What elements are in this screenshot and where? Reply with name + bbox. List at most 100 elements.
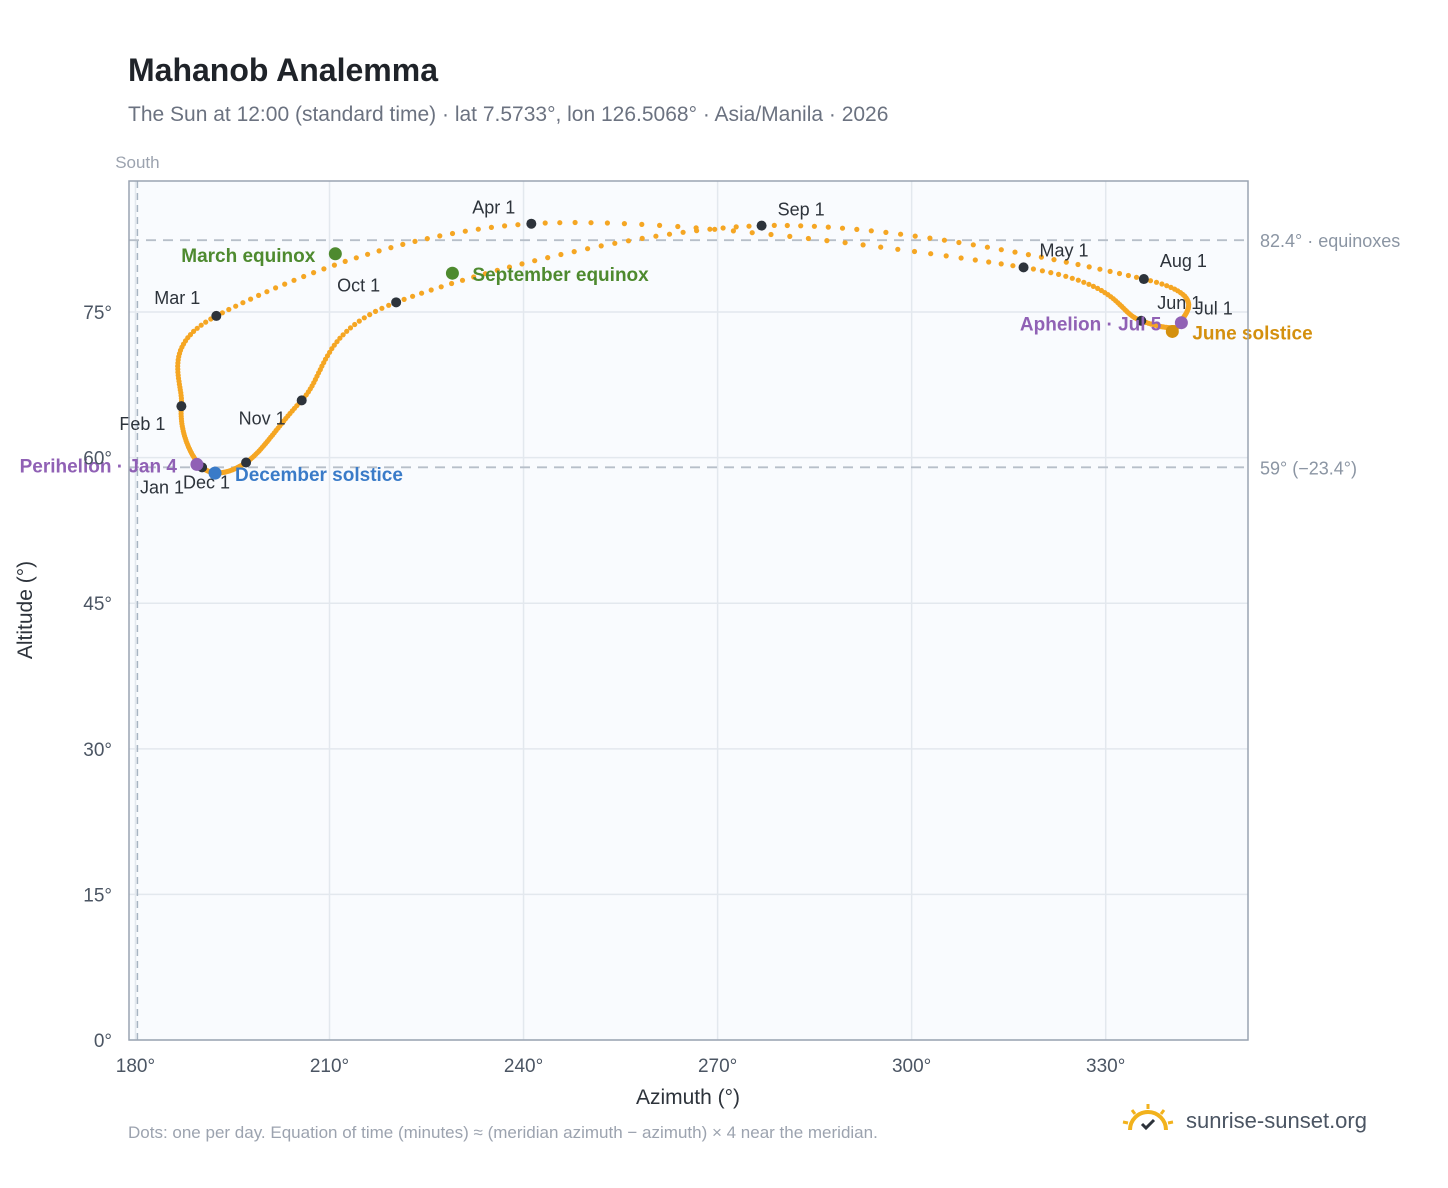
daily-dot xyxy=(1159,281,1165,287)
daily-dot xyxy=(1051,257,1057,263)
daily-dot xyxy=(532,258,538,264)
month-marker-label: Nov 1 xyxy=(239,408,286,428)
daily-dot xyxy=(273,285,279,291)
chart-subtitle: The Sun at 12:00 (standard time) · lat 7… xyxy=(128,103,889,126)
daily-dot xyxy=(666,231,673,237)
daily-dot xyxy=(264,289,270,295)
daily-dot xyxy=(730,228,737,234)
daily-dot xyxy=(226,306,232,313)
daily-dot xyxy=(419,290,425,296)
daily-dot xyxy=(462,228,468,234)
daily-dot xyxy=(585,246,591,252)
daily-dot xyxy=(1164,283,1170,289)
y-tick-label: 15° xyxy=(83,885,112,906)
daily-dot xyxy=(707,226,713,232)
month-marker xyxy=(1136,315,1147,326)
daily-dot xyxy=(571,249,577,255)
x-tick-label: 270° xyxy=(698,1056,737,1077)
daily-dot xyxy=(361,315,367,321)
daily-dot xyxy=(604,220,611,226)
daily-dot xyxy=(1095,285,1101,291)
daily-dot xyxy=(515,222,521,228)
daily-dot xyxy=(1075,277,1081,283)
event-marker xyxy=(208,466,222,480)
daily-dot xyxy=(733,224,739,230)
daily-dot xyxy=(572,219,578,226)
daily-dot xyxy=(1056,271,1062,277)
daily-dot xyxy=(291,277,297,283)
daily-dot xyxy=(1086,264,1092,270)
daily-dot xyxy=(927,235,933,241)
daily-dot xyxy=(612,240,618,246)
month-marker-label: Jan 1 xyxy=(140,477,184,497)
daily-dot xyxy=(311,270,317,276)
daily-dot xyxy=(854,226,860,232)
daily-dot xyxy=(1038,254,1044,260)
daily-dot xyxy=(805,235,812,242)
daily-dot xyxy=(437,233,443,239)
month-marker xyxy=(176,401,187,412)
month-marker xyxy=(526,218,537,229)
event-marker xyxy=(328,247,342,261)
daily-dot xyxy=(475,226,481,232)
month-marker-label: Dec 1 xyxy=(183,472,230,492)
daily-dot xyxy=(986,259,992,265)
daily-dot xyxy=(219,310,225,316)
sun-logo-icon xyxy=(1120,1102,1176,1139)
daily-dot xyxy=(331,262,337,268)
x-tick-label: 300° xyxy=(892,1056,931,1077)
daily-dot xyxy=(1010,263,1016,269)
daily-dot xyxy=(376,248,382,254)
daily-dot xyxy=(502,223,508,229)
month-marker-label: Jun 1 xyxy=(1157,293,1201,313)
daily-dot xyxy=(321,266,327,272)
y-tick-label: 0° xyxy=(94,1031,112,1052)
daily-dot xyxy=(449,230,456,237)
daily-dot xyxy=(956,239,962,246)
event-marker xyxy=(190,457,204,471)
daily-dot xyxy=(344,328,350,334)
chart-title: Mahanob Analemma xyxy=(128,52,438,88)
month-marker-label: Sep 1 xyxy=(778,200,825,220)
daily-dot xyxy=(1025,252,1031,258)
daily-dot xyxy=(878,244,884,250)
daily-dot xyxy=(1063,259,1069,265)
daily-dot xyxy=(1153,279,1160,285)
daily-dot xyxy=(240,300,246,306)
daily-dot xyxy=(998,247,1004,253)
reference-lines: 82.4° · equinoxes 59° (−23.4°) xyxy=(129,181,1400,1040)
daily-dot xyxy=(1107,268,1113,274)
daily-dot xyxy=(675,223,681,230)
daily-dot xyxy=(824,238,830,244)
daily-dot xyxy=(621,221,628,227)
daily-dot xyxy=(749,230,755,236)
daily-dot xyxy=(798,223,804,229)
brand[interactable]: sunrise-sunset.org xyxy=(1120,1102,1367,1139)
daily-dot xyxy=(256,292,262,298)
daily-dot xyxy=(352,321,358,328)
daily-dot xyxy=(282,281,288,287)
daily-dot xyxy=(598,243,604,249)
daily-dot xyxy=(842,240,848,246)
daily-dot xyxy=(970,242,976,248)
daily-dot xyxy=(449,280,455,287)
daily-dot xyxy=(558,251,564,258)
daily-dot xyxy=(542,220,548,226)
axes: 180° 210° 240° 270° 300° 330° 0° 15° 30° 45° 60° 75… xyxy=(83,153,1125,1077)
daily-dot xyxy=(424,236,430,242)
daily-dot xyxy=(410,293,416,299)
x-tick-label: 210° xyxy=(310,1056,349,1077)
daily-dot xyxy=(191,328,197,334)
daily-dot xyxy=(488,224,494,230)
daily-dot xyxy=(388,245,394,251)
event-label: March equinox xyxy=(181,246,316,267)
event-label: December solstice xyxy=(235,465,403,486)
daily-dot xyxy=(233,303,239,309)
event-marker xyxy=(445,266,459,280)
y-tick-label: 75° xyxy=(83,303,112,324)
daily-dot xyxy=(839,225,846,231)
month-marker xyxy=(391,297,402,308)
plot-frame xyxy=(128,180,1249,1041)
daily-dot xyxy=(1125,272,1131,279)
